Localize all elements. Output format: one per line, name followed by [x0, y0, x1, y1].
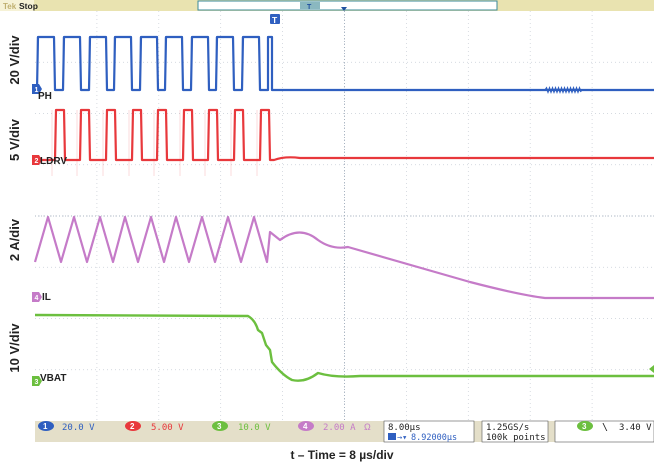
svg-text:3: 3	[35, 379, 39, 386]
ch1-waveform	[35, 35, 654, 92]
ch2-readout[interactable]: 2 5.00 V	[125, 421, 184, 433]
ch3-waveform	[34, 313, 654, 382]
svg-text:100k points: 100k points	[486, 433, 546, 443]
svg-text:3: 3	[582, 422, 587, 431]
ch4-waveform	[33, 215, 654, 300]
ch2-waveform	[35, 108, 654, 162]
ch2-name: LDRV	[40, 156, 67, 167]
svg-text:3.40 V: 3.40 V	[619, 423, 652, 433]
trigger-readout[interactable]: 3 \ 3.40 V	[554, 420, 654, 443]
ch1-name: PH	[38, 91, 52, 102]
trigger-level-arrow	[649, 365, 654, 373]
svg-text:2: 2	[35, 158, 39, 165]
svg-text:8.92000µs: 8.92000µs	[411, 433, 457, 443]
trigger-slope-icon: \	[602, 422, 608, 433]
svg-text:2: 2	[130, 422, 135, 431]
ch4-readout[interactable]: 4 2.00 A Ω	[298, 421, 371, 433]
waveforms	[33, 35, 654, 382]
ch4-marker[interactable]: 4	[32, 292, 42, 302]
svg-text:4: 4	[35, 295, 39, 302]
trigger-position-arrow	[341, 7, 347, 11]
ch3-name: VBAT	[40, 373, 66, 384]
ch1-ripple	[544, 86, 582, 94]
ch3-vdiv-label: 10 V/div	[7, 323, 22, 373]
ch1-readout[interactable]: 1 20.0 V	[38, 421, 95, 433]
svg-text:1: 1	[43, 422, 48, 431]
svg-text:5.00 V: 5.00 V	[151, 423, 184, 433]
ch2-vdiv-label: 5 V/div	[7, 118, 22, 161]
svg-text:20.0 V: 20.0 V	[62, 423, 95, 433]
svg-text:T: T	[272, 15, 278, 25]
svg-text:1.25GS/s: 1.25GS/s	[486, 423, 529, 433]
timebase-readout[interactable]: 8.00µs →▾ 8.92000µs	[383, 420, 475, 443]
brand-logo: Tek	[3, 2, 17, 11]
svg-text:Ω: Ω	[364, 422, 371, 432]
svg-text:2.00 A: 2.00 A	[323, 423, 356, 433]
ch1-marker[interactable]: 1	[32, 84, 42, 94]
svg-text:3: 3	[217, 422, 222, 431]
window-trigger-marker: T	[307, 4, 312, 11]
svg-text:→▾: →▾	[397, 433, 407, 443]
svg-text:8.00µs: 8.00µs	[388, 423, 421, 433]
acquisition-readout[interactable]: 1.25GS/s 100k points	[481, 420, 549, 443]
run-state: Stop	[19, 1, 38, 11]
brand-box	[0, 0, 34, 11]
record-window-bar	[197, 0, 498, 11]
svg-text:10.0 V: 10.0 V	[238, 423, 271, 433]
ch4-vdiv-label: 2 A/div	[7, 218, 22, 261]
ch3-marker[interactable]: 3	[32, 376, 42, 386]
graticule	[35, 11, 654, 421]
ch2-marker[interactable]: 2	[32, 155, 42, 165]
trigger-marker: T	[270, 14, 280, 25]
ch1-vdiv-label: 20 V/div	[7, 35, 22, 85]
ch3-readout[interactable]: 3 10.0 V	[212, 421, 271, 433]
record-window-view	[300, 2, 320, 9]
ch4-name: IL	[42, 292, 51, 303]
time-scale-caption: t – Time = 8 µs/div	[290, 448, 393, 462]
svg-text:4: 4	[303, 422, 308, 431]
svg-text:1: 1	[35, 87, 39, 94]
